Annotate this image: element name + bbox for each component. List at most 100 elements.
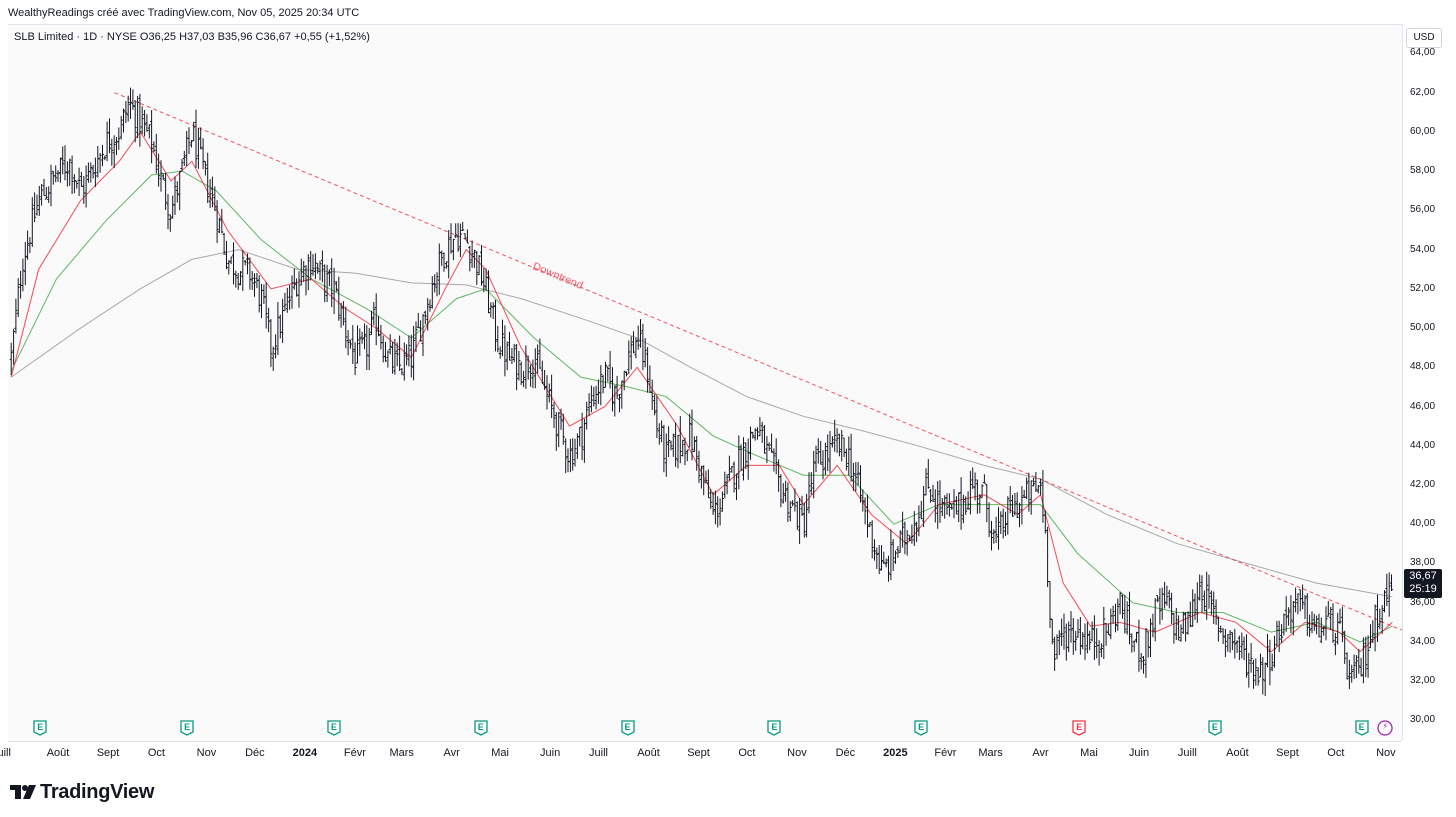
ohlc-bar	[360, 331, 364, 344]
x-tick-label: Mars	[389, 747, 414, 759]
flash-icon[interactable]: ⚡	[1377, 720, 1393, 736]
ohlc-bar	[1163, 581, 1167, 609]
ohlc-bar	[709, 488, 713, 509]
ohlc-bar	[877, 545, 881, 575]
ohlc-bar	[89, 162, 93, 183]
earnings-icon[interactable]: E	[474, 720, 488, 736]
ohlc-bar	[1048, 581, 1052, 628]
symbol-legend[interactable]: SLB Limited · 1D · NYSE O36,25 H37,03 B3…	[14, 31, 370, 43]
y-tick-label: 42,00	[1410, 478, 1436, 490]
x-tick-label: Juin	[1128, 747, 1150, 759]
earnings-icon[interactable]: E	[914, 720, 928, 736]
ohlc-bar	[685, 449, 689, 462]
ohlc-bar	[856, 462, 860, 486]
ohlc-bar	[800, 495, 804, 516]
ohlc-bar	[975, 479, 979, 514]
ohlc-bar	[1280, 624, 1284, 643]
ohlc-bar	[1088, 630, 1092, 651]
ohlc-bar	[91, 164, 95, 179]
ohlc-bar	[840, 430, 844, 462]
ohlc-bar	[454, 223, 458, 239]
earnings-icon[interactable]: E	[33, 720, 47, 736]
price-chart[interactable]: Downtrend	[8, 24, 1402, 740]
ohlc-bar	[777, 459, 781, 492]
ohlc-bar	[1085, 622, 1089, 654]
ohlc-bar	[1369, 624, 1372, 649]
ohlc-bar	[477, 255, 481, 276]
ohlc-bar	[140, 106, 144, 135]
ohlc-bar	[353, 342, 357, 376]
ohlc-bar	[678, 416, 682, 464]
ohlc-bar	[58, 157, 62, 183]
tradingview-logo[interactable]: TradingView	[10, 781, 154, 803]
ohlc-bar	[428, 299, 432, 312]
ohlc-bar	[234, 270, 238, 288]
price-scale[interactable]	[1402, 24, 1455, 740]
ohlc-bar	[711, 491, 715, 515]
ohlc-bar	[807, 472, 811, 514]
ohlc-bar	[1200, 575, 1204, 613]
ohlc-bar	[1198, 574, 1202, 601]
ohlc-bar	[751, 431, 755, 439]
ohlc-bar	[1018, 502, 1021, 528]
ohlc-bar	[145, 114, 149, 132]
ohlc-bar	[730, 466, 734, 473]
ohlc-bar	[1036, 484, 1040, 494]
ohlc-bar	[496, 326, 500, 353]
earnings-icon[interactable]: E	[1355, 720, 1369, 736]
ohlc-bar	[180, 159, 184, 172]
ohlc-bar	[391, 341, 395, 374]
x-tick-label: Sept	[687, 747, 710, 759]
x-tick-label: Mai	[491, 747, 509, 759]
ohlc-bar	[669, 440, 673, 451]
ohlc-bar	[954, 496, 958, 515]
x-tick-label: Nov	[196, 747, 217, 759]
ohlc-bar	[809, 472, 813, 495]
ohlc-bar	[987, 502, 991, 537]
ohlc-bar	[405, 344, 409, 366]
ohlc-bar	[601, 374, 605, 394]
ohlc-bar	[501, 319, 504, 357]
earnings-icon[interactable]: E	[767, 720, 782, 736]
ohlc-bar	[498, 346, 502, 359]
ohlc-bar	[664, 433, 668, 477]
ohlc-bar	[61, 146, 65, 175]
y-tick-label: 54,00	[1410, 243, 1436, 255]
ohlc-bar	[894, 550, 897, 564]
chart-pane[interactable]	[8, 24, 1402, 742]
ohlc-bar	[332, 267, 336, 315]
ohlc-bar	[1202, 590, 1206, 612]
ohlc-bar	[1046, 527, 1050, 587]
earnings-icon[interactable]: E	[180, 720, 194, 736]
ohlc-bar	[416, 313, 420, 329]
ohlc-bar	[653, 394, 657, 416]
y-tick-label: 56,00	[1410, 204, 1436, 216]
ohlc-bar	[1235, 640, 1239, 653]
earnings-icon[interactable]: E	[620, 720, 635, 736]
ohlc-bar	[795, 501, 799, 530]
ohlc-bar	[14, 298, 18, 334]
ohlc-bar	[1312, 613, 1316, 631]
earnings-icon[interactable]: E	[1208, 720, 1222, 736]
ohlc-bar	[978, 494, 982, 514]
ohlc-bar	[1305, 593, 1309, 636]
ohlc-bar	[739, 444, 743, 471]
ohlc-bar	[210, 176, 214, 208]
earnings-icon[interactable]: E	[327, 720, 341, 736]
ohlc-bar	[409, 334, 413, 378]
ohlc-bar	[105, 121, 109, 162]
ohlc-bar	[568, 438, 572, 473]
ohlc-bar	[82, 176, 86, 204]
ohlc-bar	[805, 493, 809, 538]
ohlc-bar	[578, 427, 582, 447]
ohlc-bar	[957, 492, 961, 522]
ohlc-bar	[166, 194, 170, 230]
ohlc-bar	[253, 273, 256, 297]
ohlc-bar	[1050, 619, 1054, 645]
ohlc-bar	[96, 146, 100, 178]
ohlc-bar	[276, 302, 280, 355]
ohlc-bar	[435, 272, 439, 297]
currency-button[interactable]: USD	[1406, 28, 1442, 48]
ohlc-bar	[854, 462, 858, 492]
earnings-icon[interactable]: E	[1072, 720, 1086, 736]
